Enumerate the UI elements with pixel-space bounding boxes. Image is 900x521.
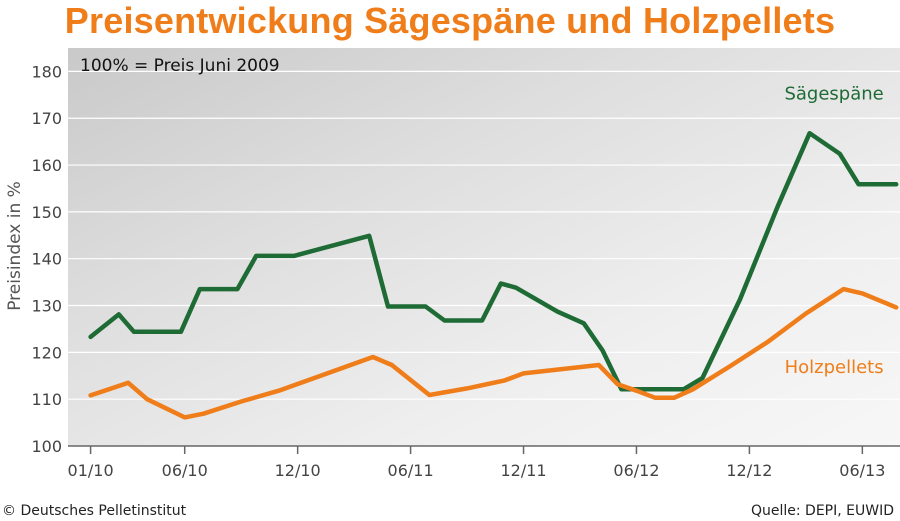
y-tick-label: 140: [31, 250, 62, 269]
y-tick-label: 180: [31, 62, 62, 81]
x-tick-label: 12/10: [275, 461, 321, 480]
x-tick-label: 06/13: [839, 461, 885, 480]
y-tick-label: 130: [31, 297, 62, 316]
x-tick-label: 01/10: [68, 461, 114, 480]
legend-label-saegespaene: Sägespäne: [784, 84, 883, 105]
legend-label-holzpellets: Holzpellets: [785, 357, 884, 378]
y-tick-label: 160: [31, 156, 62, 175]
y-tick-label: 110: [31, 390, 62, 409]
y-tick-label: 100: [31, 437, 62, 456]
x-tick-label: 06/12: [613, 461, 659, 480]
x-tick-label: 06/11: [388, 461, 434, 480]
x-tick-label: 12/11: [500, 461, 546, 480]
y-tick-label: 150: [31, 203, 62, 222]
chart-title: Preisentwickung Sägespäne und Holzpellet…: [64, 0, 836, 41]
y-axis-label: Preisindex in %: [5, 181, 25, 311]
series-line-holzpellets: [88, 286, 899, 420]
chart-note: 100% = Preis Juni 2009: [80, 56, 280, 76]
y-tick-label: 170: [31, 109, 62, 128]
source-text: Quelle: DEPI, EUWID: [750, 503, 894, 519]
y-tick-label: 120: [31, 343, 62, 362]
x-tick-label: 12/12: [726, 461, 772, 480]
x-tick-label: 06/10: [162, 461, 208, 480]
copyright-text: © Deutsches Pelletinstitut: [2, 503, 187, 519]
